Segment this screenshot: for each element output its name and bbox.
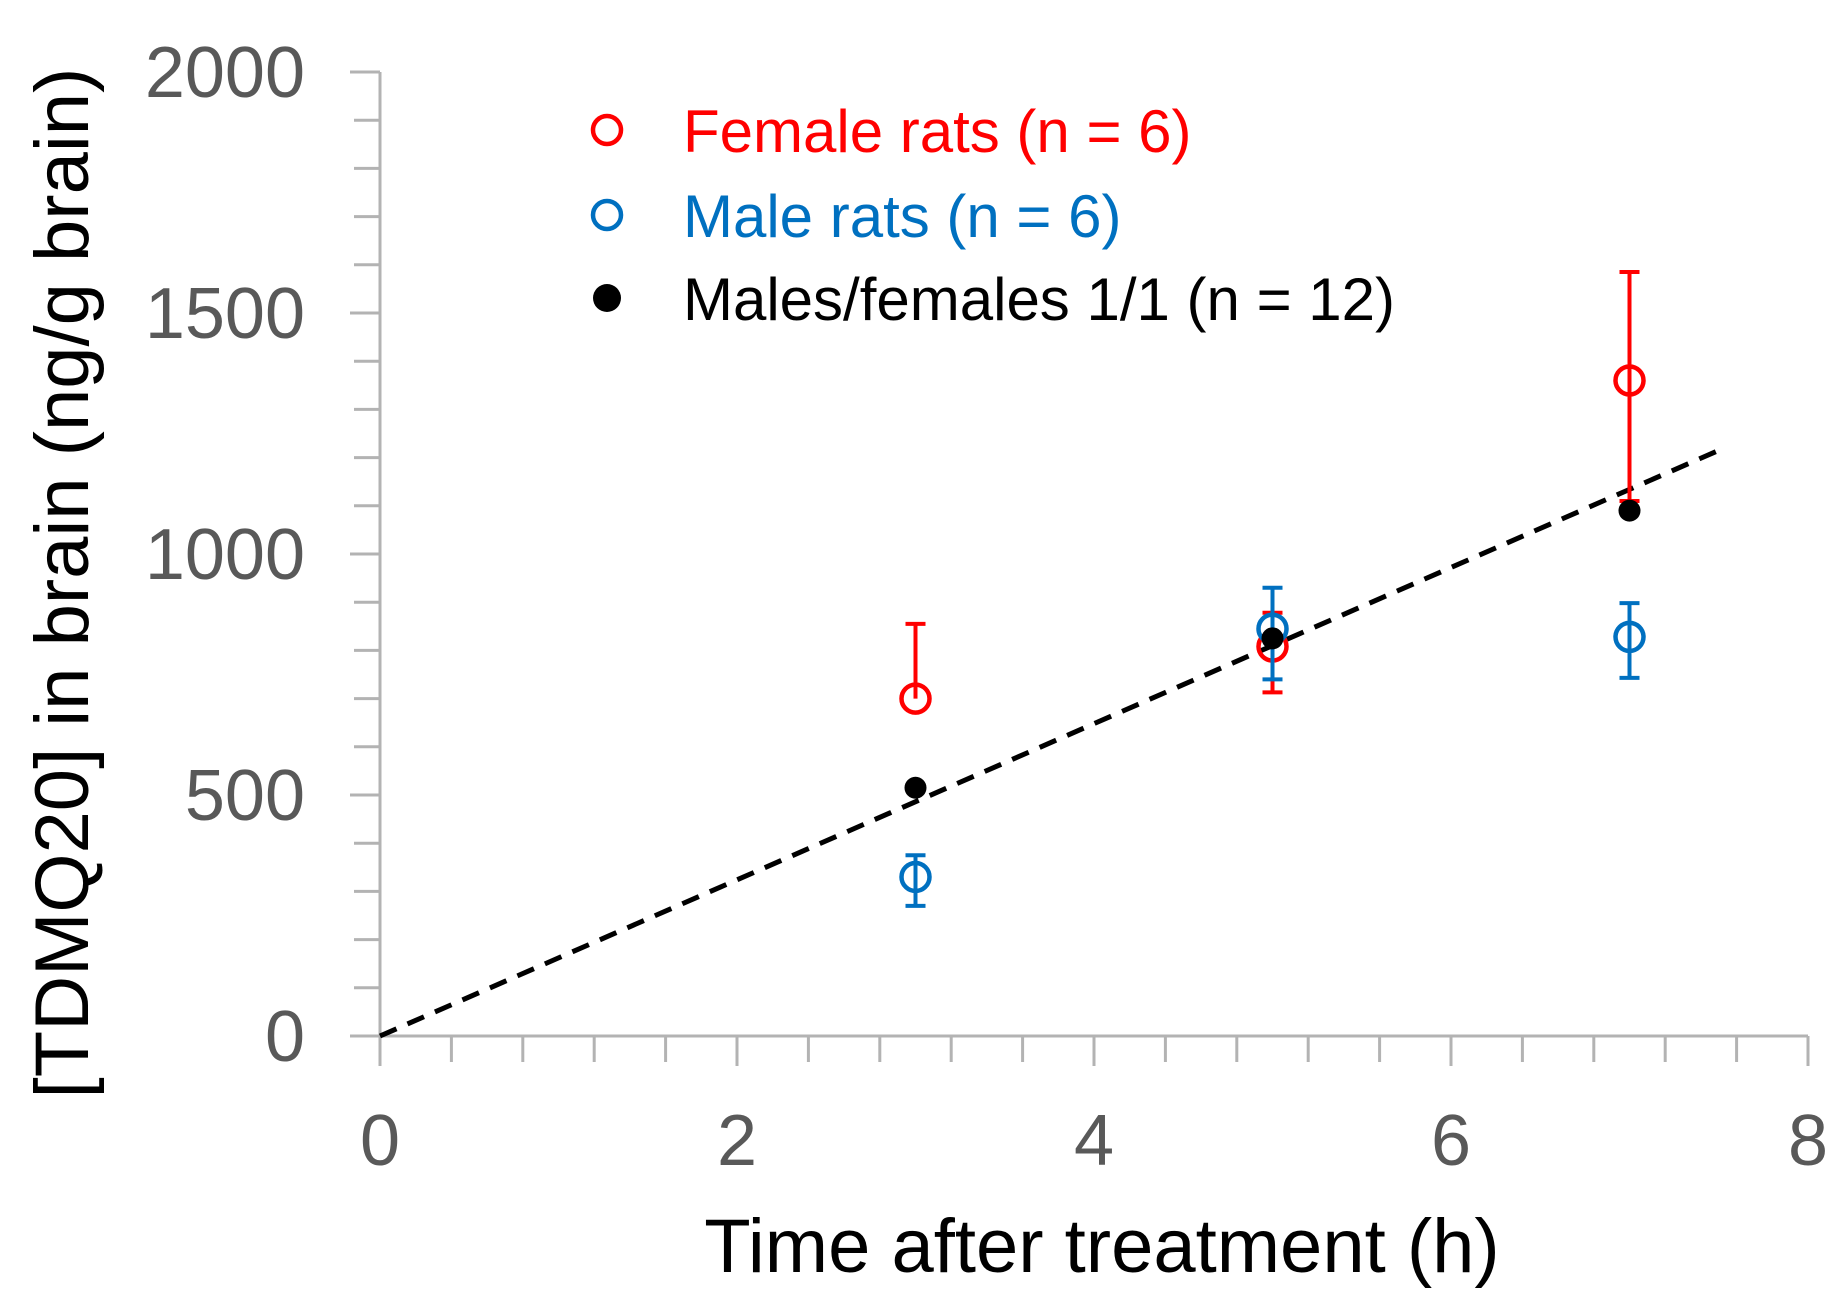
- legend-marker: [590, 198, 624, 232]
- data-point: [1618, 499, 1641, 522]
- tick-labels: 0 500 1000 1500 2000 0 2 4 6 8: [145, 33, 1828, 1181]
- legend-marker: [593, 284, 621, 312]
- data-points: [899, 270, 1646, 908]
- legend-label: Male rats (n = 6): [683, 183, 1122, 250]
- data-point: [1613, 620, 1646, 654]
- x-tick-label: 2: [717, 1101, 757, 1181]
- x-axis-title: Time after treatment (h): [704, 1204, 1499, 1289]
- y-tick-label: 1500: [145, 274, 305, 354]
- y-tick-label: 500: [185, 756, 305, 836]
- x-tick-label: 4: [1074, 1101, 1114, 1181]
- trendline-group: [378, 448, 1720, 1039]
- legend: Female rats (n = 6) Male rats (n = 6) Male…: [590, 98, 1395, 333]
- legend-marker: [590, 113, 624, 147]
- x-tick-label: 6: [1431, 1101, 1471, 1181]
- data-point: [899, 860, 932, 894]
- x-tick-label: 0: [360, 1101, 400, 1181]
- y-tick-label: 1000: [145, 515, 305, 595]
- x-tick-label: 8: [1788, 1101, 1828, 1181]
- y-tick-label: 2000: [145, 33, 305, 113]
- data-point: [1613, 364, 1646, 397]
- data-point: [1261, 627, 1284, 650]
- data-point: [904, 776, 927, 799]
- axes: [350, 70, 1810, 1066]
- y-tick-label: 0: [265, 997, 305, 1077]
- y-axis-title: [TDMQ20] in brain (ng/g brain): [20, 68, 105, 1099]
- data-point: [899, 682, 932, 715]
- legend-label: Males/females 1/1 (n = 12): [683, 266, 1395, 333]
- legend-label: Female rats (n = 6): [683, 98, 1192, 165]
- trendline: [378, 448, 1720, 1039]
